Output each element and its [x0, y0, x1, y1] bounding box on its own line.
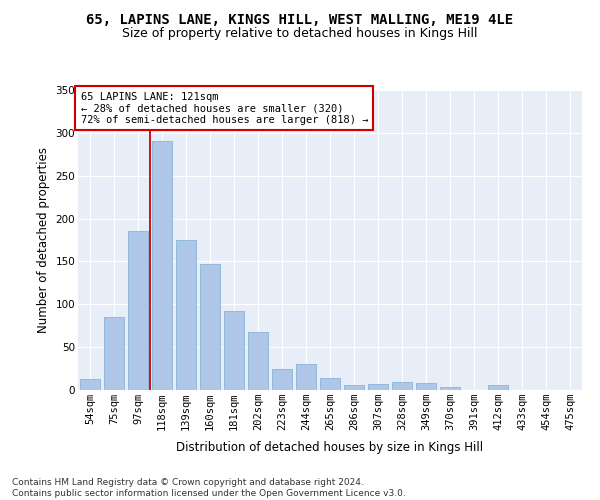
Bar — [416, 383, 436, 390]
Text: Size of property relative to detached houses in Kings Hill: Size of property relative to detached ho… — [122, 28, 478, 40]
Bar — [80, 379, 100, 390]
Bar — [224, 311, 244, 390]
Bar — [392, 382, 412, 390]
Bar — [104, 317, 124, 390]
Bar — [152, 142, 172, 390]
Y-axis label: Number of detached properties: Number of detached properties — [37, 147, 50, 333]
Text: 65 LAPINS LANE: 121sqm
← 28% of detached houses are smaller (320)
72% of semi-de: 65 LAPINS LANE: 121sqm ← 28% of detached… — [80, 92, 368, 124]
Text: 65, LAPINS LANE, KINGS HILL, WEST MALLING, ME19 4LE: 65, LAPINS LANE, KINGS HILL, WEST MALLIN… — [86, 12, 514, 26]
Text: Contains HM Land Registry data © Crown copyright and database right 2024.
Contai: Contains HM Land Registry data © Crown c… — [12, 478, 406, 498]
Bar — [248, 332, 268, 390]
Bar — [296, 364, 316, 390]
Bar — [440, 388, 460, 390]
Bar — [176, 240, 196, 390]
Bar — [368, 384, 388, 390]
Bar — [344, 385, 364, 390]
X-axis label: Distribution of detached houses by size in Kings Hill: Distribution of detached houses by size … — [176, 442, 484, 454]
Bar — [488, 385, 508, 390]
Bar — [320, 378, 340, 390]
Bar — [272, 368, 292, 390]
Bar — [200, 264, 220, 390]
Bar — [128, 232, 148, 390]
